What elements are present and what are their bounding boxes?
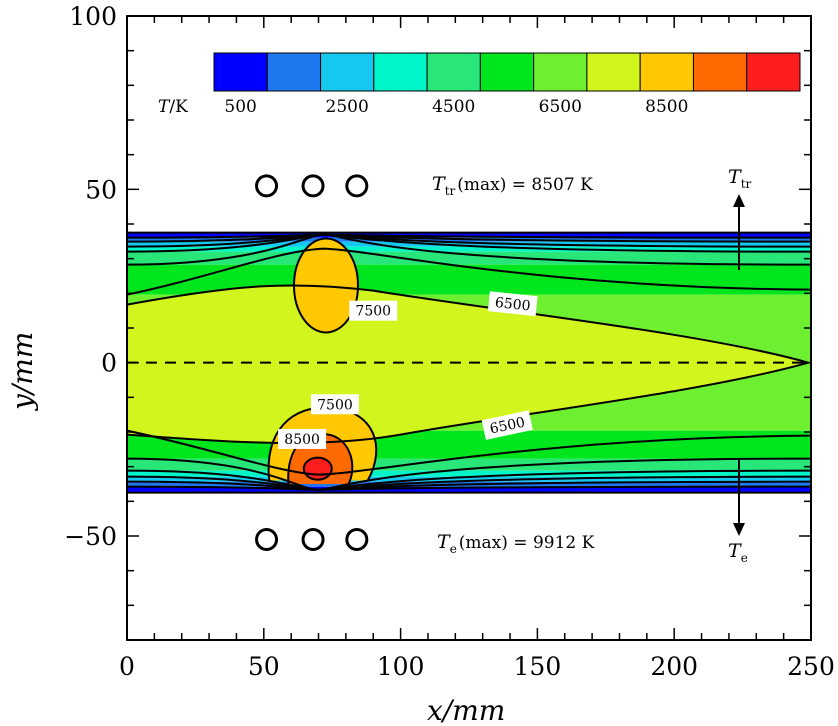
field-band-bottom-0 [127, 486, 811, 493]
te-arrow-label: Te [728, 540, 748, 565]
colorbar-swatch-5 [479, 52, 535, 92]
coil-markers [255, 174, 369, 551]
contour-6500-bottom [126, 429, 812, 476]
coil-bottom-2 [345, 527, 369, 551]
field-band-bottom-3 [127, 470, 811, 477]
contour-label-2: 7500 [310, 394, 359, 415]
te-annotation: Te (max) = 9912 K [437, 531, 595, 556]
contour-label-box-4 [481, 410, 533, 440]
field-band-bottom-2 [127, 476, 811, 482]
y-tick-label-2: 50 [85, 175, 117, 204]
colorbar-swatch-7 [586, 52, 641, 92]
contour-label-3: 8500 [278, 428, 327, 449]
colorbar-swatch-9 [692, 52, 748, 92]
colorbar-swatch-0 [213, 52, 268, 92]
colorbar-swatch-4 [426, 52, 481, 92]
y-tick-label-1: 0 [101, 349, 117, 378]
field-band-top-0 [127, 232, 811, 238]
contour-labels: 7500 6500 7500 8500 6500 [278, 291, 538, 449]
x-axis-title: x/mm [427, 694, 505, 726]
y-tick-label-3: 100 [69, 2, 117, 31]
x-tick-label-0: 0 [119, 652, 135, 681]
te-arrow [733, 458, 745, 536]
colorbar-swatch-1 [266, 52, 322, 92]
colorbar-swatch-2 [320, 52, 375, 92]
ttr-annotation: Ttr (max) = 8507 K [432, 173, 593, 198]
contour-label-text-3: 8500 [284, 432, 320, 448]
contour-label-box-1 [487, 291, 538, 317]
y-tick-label-0: −50 [64, 522, 117, 551]
x-tick-label-2: 100 [377, 652, 425, 681]
x-tick-label-1: 50 [248, 652, 280, 681]
colorbar-swatch-10 [746, 52, 801, 92]
contour-label-text-1: 6500 [494, 295, 531, 315]
coil-top-2 [345, 174, 369, 198]
contour-label-1: 6500 [487, 291, 538, 317]
colorbar-tick-labels: 500 2500 4500 6500 8500 [224, 97, 688, 117]
coil-bottom-1 [301, 527, 325, 551]
colorbar-swatch-8 [639, 52, 694, 92]
x-tick-label-3: 150 [514, 652, 562, 681]
contour-lower-peak [302, 456, 333, 481]
contour-label-text-4: 6500 [488, 415, 526, 438]
x-tick-label-4: 200 [650, 652, 698, 681]
ttr-arrow-label: Ttr [728, 166, 752, 191]
contour-label-box-3 [278, 428, 327, 449]
contour-label-4: 6500 [481, 410, 533, 440]
axes: 0 50 100 150 200 250 −50 0 50 100 [64, 2, 835, 681]
contour-6500-top [126, 247, 812, 296]
contour-bottom-4 [126, 457, 812, 491]
ttr-arrow [733, 194, 745, 270]
coil-bottom-0 [255, 527, 279, 551]
field-level-7500 [127, 285, 809, 444]
colorbar-tick-1: 2500 [326, 97, 369, 117]
colorbar [213, 52, 801, 92]
colorbar-swatch-3 [373, 52, 428, 92]
contour-label-0: 7500 [349, 300, 398, 321]
coil-top-1 [301, 174, 325, 198]
contour-upper-hotspot [292, 237, 359, 334]
contour-label-text-2: 7500 [317, 397, 353, 413]
contour-label-box-0 [349, 300, 398, 321]
colorbar-tick-0: 500 [224, 97, 256, 117]
contour-label-box-2 [310, 394, 359, 415]
contour-label-text-0: 7500 [355, 304, 391, 320]
colorbar-title: T/K [158, 97, 188, 117]
y-axis-title: y/mm [6, 332, 39, 412]
x-tick-label-5: 250 [787, 652, 835, 681]
contour-lower-9500 [287, 433, 354, 485]
colorbar-tick-2: 4500 [432, 97, 475, 117]
colorbar-swatch-6 [533, 52, 588, 92]
contour-lines [126, 231, 812, 494]
coil-top-0 [255, 174, 279, 198]
colorbar-tick-4: 8500 [645, 97, 688, 117]
colorbar-tick-3: 6500 [539, 97, 582, 117]
field-band-top-3 [127, 246, 811, 252]
contour-top-4 [126, 233, 812, 266]
field-band-top-2 [127, 241, 811, 247]
